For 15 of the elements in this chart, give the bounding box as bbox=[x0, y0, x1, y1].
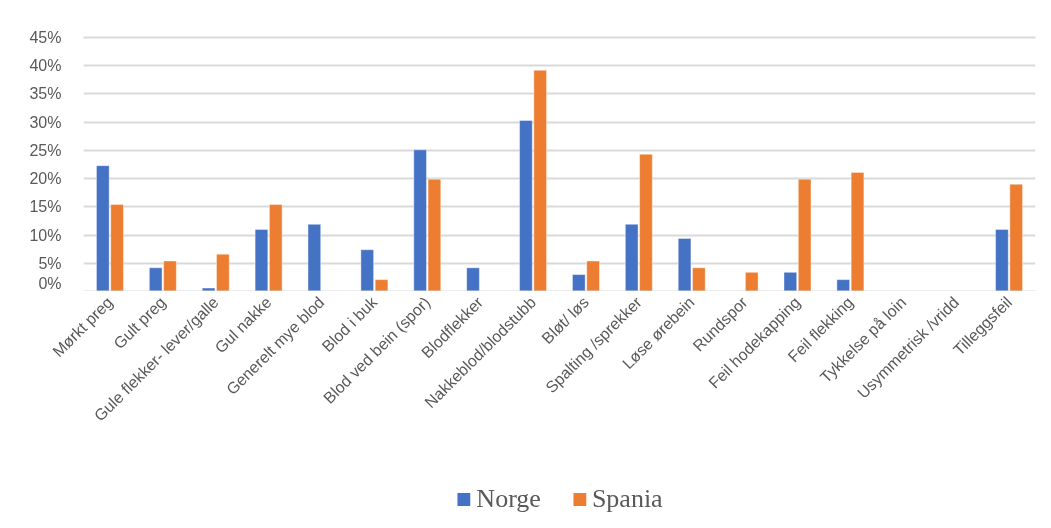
y-tick-label: 10% bbox=[29, 226, 62, 244]
legend-label: Norge bbox=[476, 484, 541, 514]
bar bbox=[744, 271, 759, 291]
y-tick-label: 0% bbox=[38, 274, 62, 292]
y-tick-label: 15% bbox=[29, 198, 62, 216]
y-tick-label: 20% bbox=[29, 170, 62, 188]
y-tick-label: 5% bbox=[38, 254, 62, 272]
y-tick-label: 45% bbox=[29, 29, 62, 46]
legend-label: Spania bbox=[591, 484, 663, 514]
y-tick-label: 25% bbox=[29, 141, 62, 159]
bar bbox=[307, 223, 322, 291]
y-tick-label: 30% bbox=[29, 113, 62, 131]
bar bbox=[466, 267, 480, 291]
y-tick-label: 40% bbox=[29, 57, 62, 75]
y-tick-label: 35% bbox=[29, 85, 62, 103]
